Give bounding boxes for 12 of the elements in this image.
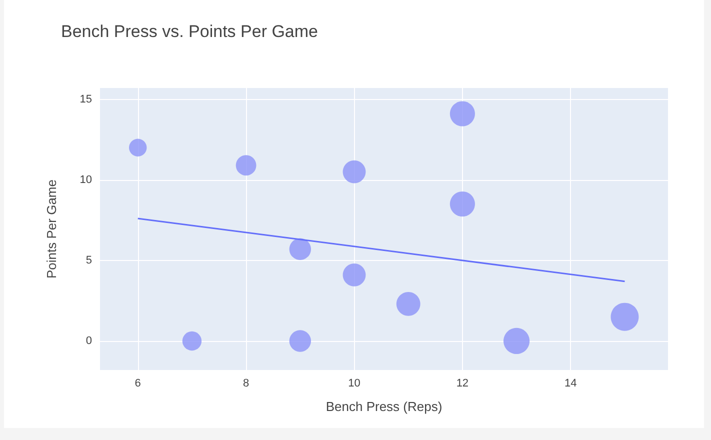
y-axis-title: Points Per Game — [44, 180, 59, 278]
y-tick-label: 15 — [80, 93, 92, 106]
x-tick-label: 8 — [242, 378, 250, 390]
x-axis-title: Bench Press (Reps) — [326, 399, 442, 414]
x-tick-label: 10 — [348, 378, 360, 390]
x-tick-label: 14 — [564, 378, 577, 390]
y-tick-label: 0 — [86, 334, 92, 347]
x-tick-label: 12 — [456, 378, 469, 390]
y-tick-label: 5 — [86, 254, 92, 266]
y-tick-label: 10 — [80, 174, 92, 186]
chart-title: Bench Press vs. Points Per Game — [61, 22, 318, 41]
x-tick-label: 6 — [134, 378, 141, 390]
